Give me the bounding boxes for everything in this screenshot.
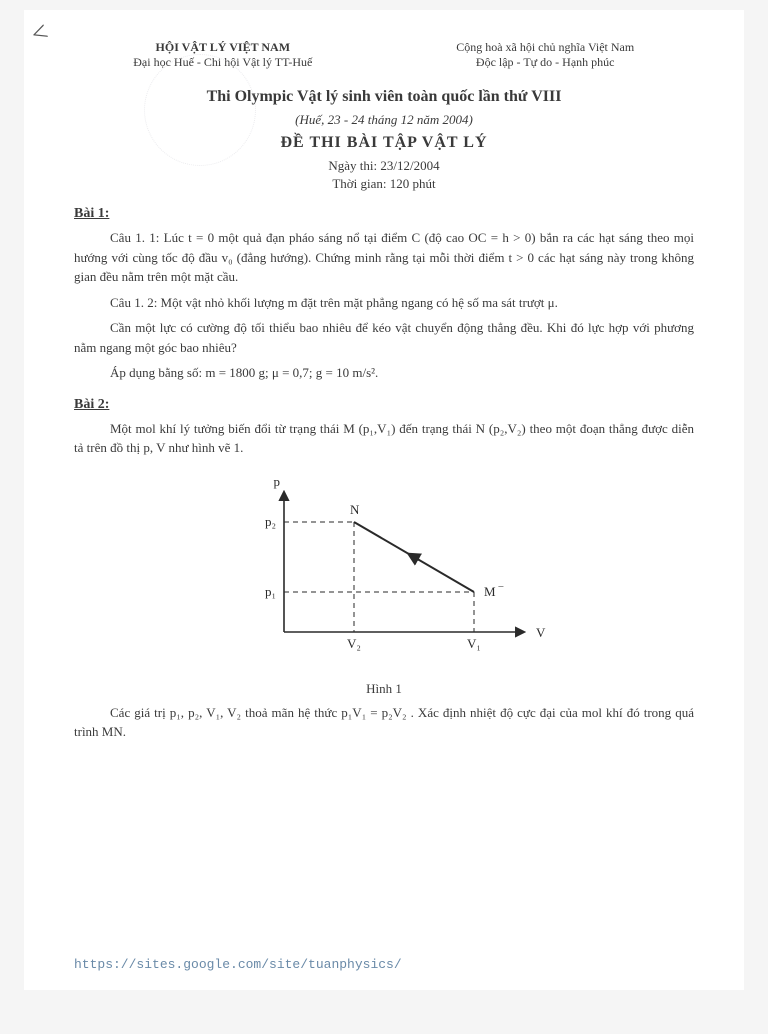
bai2-label: Bài 2: [74, 397, 694, 413]
exam-duration: Thời gian: 120 phút [74, 176, 694, 192]
svg-text:p: p [274, 474, 281, 489]
bai2-outro: Các giá trị p₁, p₂, V₁, V₂ thoả mãn hệ t… [74, 703, 694, 742]
header-row: HỘI VẬT LÝ VIỆT NAM Đại học Huế - Chi hộ… [74, 40, 694, 70]
org-line2: Đại học Huế - Chi hội Vật lý TT-Huế [74, 55, 372, 70]
gov-line1: Cộng hoà xã hội chủ nghĩa Việt Nam [396, 40, 694, 55]
subtitle: (Huế, 23 - 24 tháng 12 năm 2004) [74, 112, 694, 128]
pv-chart: Vp M ‾ Np₁ p₂ V₂ V₁ [214, 472, 554, 672]
title-block: Thi Olympic Vật lý sinh viên toàn quốc l… [74, 88, 694, 192]
bai2-intro: Một mol khí lý tưởng biến đổi từ trạng t… [74, 419, 694, 458]
header-left: HỘI VẬT LÝ VIỆT NAM Đại học Huế - Chi hộ… [74, 40, 372, 70]
figure-caption: Hình 1 [74, 681, 694, 697]
svg-text:N: N [350, 502, 360, 517]
main-title: Thi Olympic Vật lý sinh viên toàn quốc l… [74, 88, 694, 106]
svg-text:V: V [536, 625, 546, 640]
figure-wrap: Vp M ‾ Np₁ p₂ V₂ V₁ Hình 1 [74, 472, 694, 697]
footer-url[interactable]: https://sites.google.com/site/tuanphysic… [74, 957, 402, 972]
header-right: Cộng hoà xã hội chủ nghĩa Việt Nam Độc l… [396, 40, 694, 70]
svg-text:V₁: V₁ [467, 636, 481, 651]
exam-date: Ngày thi: 23/12/2004 [74, 158, 694, 174]
bai1-cau12b: Cần một lực có cường độ tối thiểu bao nh… [74, 318, 694, 357]
bai1-cau11: Câu 1. 1: Lúc t = 0 một quả đạn pháo sán… [74, 228, 694, 287]
svg-text:p₁: p₁ [265, 584, 276, 599]
gov-line2: Độc lập - Tự do - Hạnh phúc [396, 55, 694, 70]
svg-text:M ‾: M ‾ [484, 584, 504, 599]
svg-text:V₂: V₂ [347, 636, 361, 651]
svg-text:p₂: p₂ [265, 514, 276, 529]
corner-mark: < [27, 16, 53, 51]
bai1-cau12a: Câu 1. 2: Một vật nhỏ khối lượng m đặt t… [74, 293, 694, 313]
org-line1: HỘI VẬT LÝ VIỆT NAM [74, 40, 372, 55]
bai1-label: Bài 1: [74, 206, 694, 222]
page: < HỘI VẬT LÝ VIỆT NAM Đại học Huế - Chi … [24, 10, 744, 990]
bai1-cau12c: Áp dụng bằng số: m = 1800 g; μ = 0,7; g … [74, 363, 694, 383]
exam-title: ĐỀ THI BÀI TẬP VẬT LÝ [74, 134, 694, 152]
